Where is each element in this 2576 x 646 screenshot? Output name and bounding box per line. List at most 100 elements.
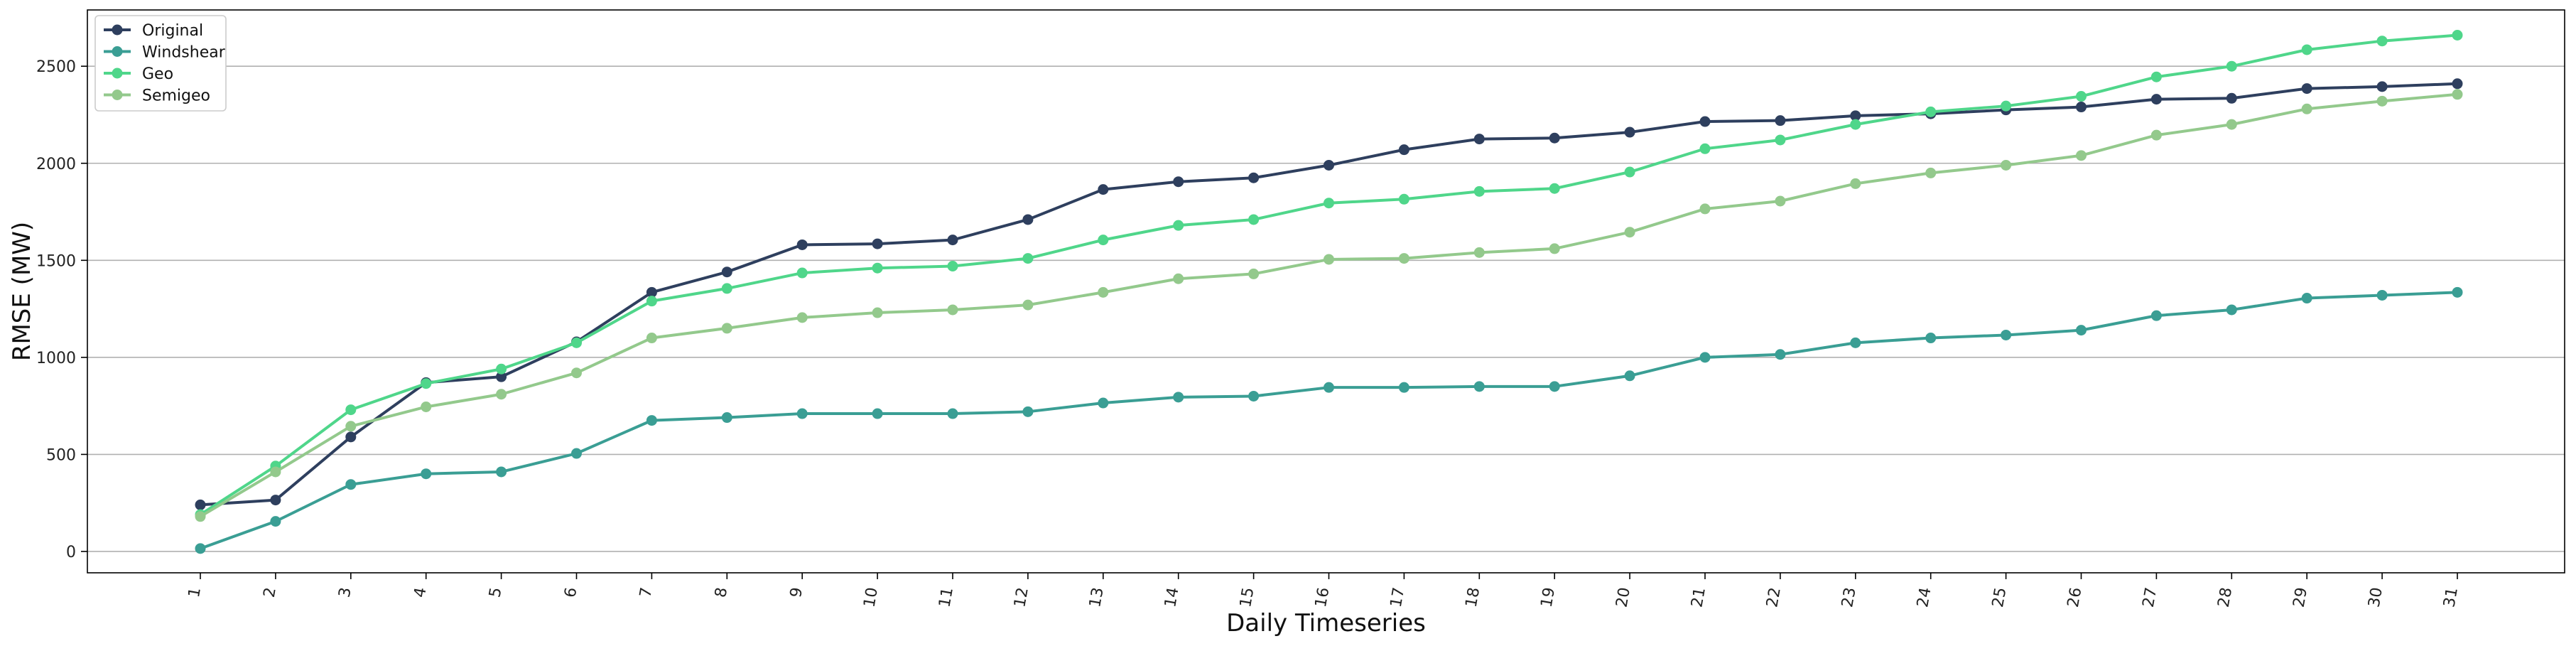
series-line-geo [199, 33, 2458, 516]
y-tick-label: 500 [46, 446, 76, 464]
point-geo [2376, 36, 2388, 47]
point-windshear [1398, 382, 1409, 393]
point-windshear [421, 468, 432, 480]
point-windshear [1098, 397, 1109, 409]
point-geo [1398, 193, 1409, 205]
point-windshear [646, 415, 657, 426]
series-line-original [200, 82, 2458, 507]
point-geo [1248, 214, 1260, 225]
point-original [270, 495, 281, 506]
point-windshear [1624, 370, 1635, 382]
point-geo [1624, 166, 1635, 178]
point-semigeo [1925, 167, 1937, 178]
point-semigeo [1473, 247, 1485, 258]
point-windshear [947, 408, 958, 419]
legend-label: Windshear [142, 44, 226, 62]
point-semigeo [2076, 150, 2087, 161]
point-semigeo [2452, 89, 2463, 100]
point-semigeo [1398, 253, 1409, 264]
point-original [721, 267, 732, 278]
point-semigeo [2001, 159, 2012, 171]
point-semigeo [1549, 243, 1560, 254]
point-geo [721, 283, 732, 294]
point-semigeo [2150, 129, 2162, 141]
point-original [496, 371, 507, 382]
point-geo [2150, 71, 2162, 82]
point-original [1473, 134, 1485, 145]
point-geo [571, 337, 582, 348]
point-geo [1022, 253, 1034, 264]
point-windshear [1022, 406, 1034, 417]
legend-label: Original [142, 22, 203, 40]
point-geo [796, 267, 808, 279]
point-windshear [721, 412, 732, 424]
point-semigeo [345, 421, 357, 432]
point-windshear [1324, 382, 1334, 393]
point-windshear [2076, 325, 2087, 336]
point-geo [2001, 100, 2012, 112]
point-original [1324, 159, 1334, 171]
series-line-semigeo [199, 92, 2458, 518]
point-windshear [1925, 333, 1937, 344]
legend-item-geo: Geo [104, 65, 173, 83]
x-tick-label: 29 [2290, 586, 2311, 609]
point-windshear [1549, 381, 1560, 392]
point-windshear [796, 408, 808, 419]
x-tick-label: 8 [712, 586, 731, 599]
x-tick-label: 7 [637, 586, 656, 599]
point-original [2150, 94, 2162, 105]
x-tick-label: 1 [185, 586, 205, 599]
point-geo [1098, 235, 1109, 246]
point-windshear [2301, 293, 2312, 304]
point-original [1022, 214, 1034, 225]
point-original [1173, 176, 1184, 188]
point-semigeo [1775, 195, 1786, 207]
point-geo [2076, 91, 2087, 102]
point-original [1098, 184, 1109, 195]
x-tick-label: 5 [486, 586, 505, 599]
point-windshear [2001, 329, 2012, 340]
point-windshear [1473, 381, 1485, 392]
legend-label: Semigeo [142, 87, 210, 105]
point-windshear [2452, 286, 2463, 298]
point-semigeo [796, 312, 808, 323]
point-windshear [1775, 349, 1786, 360]
point-semigeo [2301, 103, 2312, 114]
x-tick-label: 20 [1613, 586, 1634, 609]
x-tick-label: 22 [1763, 586, 1784, 609]
point-windshear [1699, 352, 1711, 363]
x-tick-label: 6 [561, 586, 580, 599]
point-geo [421, 378, 432, 389]
plot-frame [87, 9, 2565, 574]
x-axis-title: Daily Timeseries [1226, 609, 1426, 637]
x-tick-label: 9 [787, 586, 806, 599]
point-windshear [2376, 289, 2388, 301]
point-semigeo [646, 333, 657, 344]
point-semigeo [496, 389, 507, 400]
point-original [1624, 126, 1635, 138]
point-geo [646, 296, 657, 307]
point-original [796, 239, 808, 250]
point-semigeo [1324, 254, 1334, 265]
x-tick-label: 13 [1086, 586, 1107, 609]
point-windshear [1248, 390, 1260, 402]
x-tick-label: 19 [1538, 586, 1559, 609]
x-tick-label: 15 [1237, 586, 1257, 609]
x-tick-label: 30 [2366, 586, 2386, 609]
x-tick-label: 4 [411, 586, 431, 599]
point-semigeo [1248, 268, 1260, 279]
point-semigeo [2226, 119, 2237, 130]
x-tick-label: 26 [2064, 586, 2085, 609]
point-windshear [2226, 304, 2237, 316]
point-windshear [270, 516, 281, 527]
legend-box [94, 15, 227, 112]
point-semigeo [195, 511, 206, 522]
point-geo [872, 262, 883, 274]
x-tick-label: 28 [2215, 586, 2236, 609]
point-windshear [496, 466, 507, 478]
y-tick-label: 2000 [36, 156, 76, 173]
point-original [1549, 132, 1560, 144]
x-tick-label: 12 [1011, 586, 1032, 609]
legend-swatch-marker [112, 46, 123, 57]
point-geo [2226, 60, 2237, 72]
